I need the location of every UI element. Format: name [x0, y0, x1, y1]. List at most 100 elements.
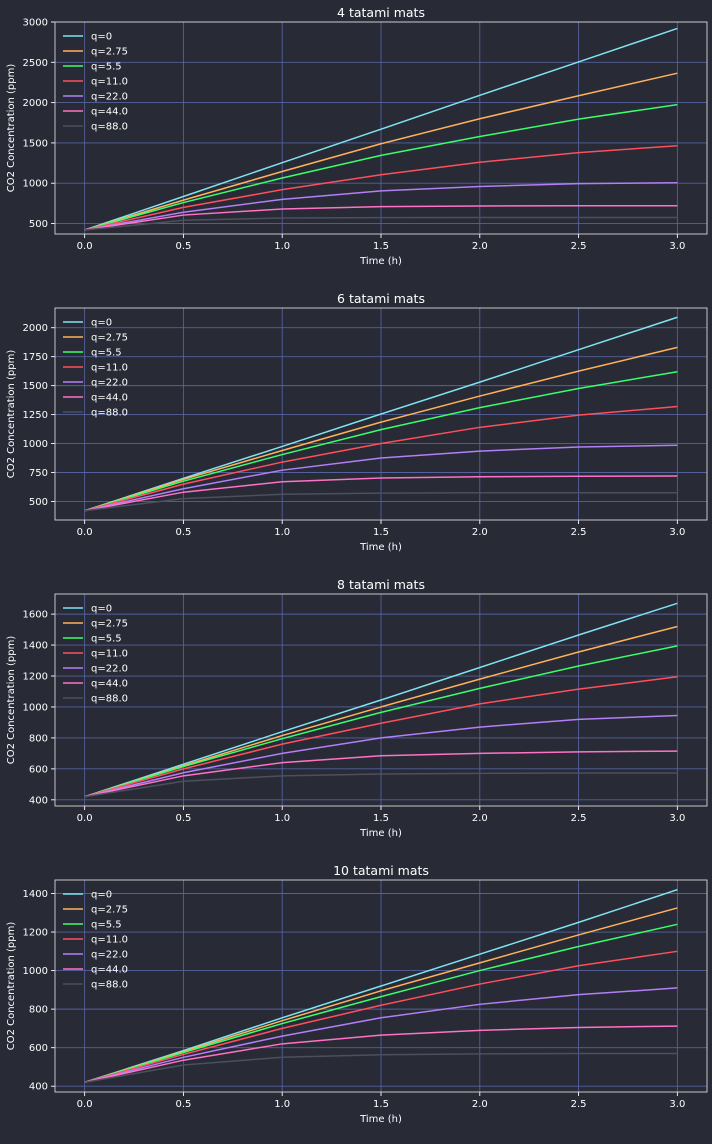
series-line-q-11-0	[84, 405, 678, 512]
y-tick-label: 2000	[23, 323, 48, 334]
series-line-q-11-0	[84, 676, 678, 798]
plot-frame	[54, 879, 708, 1093]
series-line-q-22-0	[84, 714, 678, 798]
x-tick-label: 2.0	[472, 813, 488, 824]
y-tick-label: 3000	[23, 18, 48, 29]
legend-label: q=22.0	[91, 664, 128, 675]
series-line-q-5-5	[84, 923, 678, 1084]
legend-label: q=88.0	[91, 122, 128, 133]
legend-label: q=2.75	[91, 905, 128, 916]
series-line-q-88-0	[84, 772, 678, 798]
legend-label: q=44.0	[91, 679, 128, 690]
chart-panel-2: 8 tatami mats 0.0 0.5 1.0 1.5 2.0 2.5 3.0 400 600…	[6, 577, 708, 839]
x-tick-label: 3.0	[669, 1099, 685, 1110]
chart-title: 4 tatami mats	[337, 5, 425, 20]
legend: q=0 q=2.75 q=5.5 q=11.0 q=22.0 q=44.0 q=88.0	[63, 604, 128, 705]
y-tick-label: 1200	[23, 672, 48, 683]
y-tick-label: 400	[29, 795, 48, 806]
legend-label: q=11.0	[91, 649, 128, 660]
legend-label: q=11.0	[91, 77, 128, 88]
series-line-q-11-0	[84, 144, 678, 231]
legend-label: q=0	[91, 32, 112, 43]
chart-panel-0: 4 tatami mats 0.0 0.5 1.0 1.5 2.0 2.5 3.0 500 100…	[6, 5, 708, 267]
x-tick-label: 2.0	[472, 241, 488, 252]
y-tick-label: 1500	[23, 381, 48, 392]
y-tick-label: 800	[29, 733, 48, 744]
legend-label: q=11.0	[91, 363, 128, 374]
y-tick-label: 1000	[23, 179, 48, 190]
series-line-q-0	[84, 27, 678, 231]
y-tick-label: 500	[29, 497, 48, 508]
y-tick-label: 1600	[23, 610, 48, 621]
y-tick-label: 1000	[23, 439, 48, 450]
y-tick-label: 1400	[23, 641, 48, 652]
x-tick-label: 0.5	[175, 813, 191, 824]
plot-frame	[54, 21, 708, 235]
legend-label: q=0	[91, 318, 112, 329]
series-line-q-0	[84, 602, 678, 798]
x-tick-label: 1.5	[373, 813, 389, 824]
legend-label: q=88.0	[91, 408, 128, 419]
x-tick-label: 0.5	[175, 241, 191, 252]
legend-label: q=44.0	[91, 393, 128, 404]
x-axis-label: Time (h)	[359, 256, 402, 267]
series-line-q-44-0	[84, 1025, 678, 1084]
series-line-q-44-0	[84, 205, 678, 231]
y-axis-label: CO2 Concentration (ppm)	[6, 922, 17, 1051]
legend-label: q=88.0	[91, 980, 128, 991]
chart-panel-3: 10 tatami mats 0.0 0.5 1.0 1.5 2.0 2.5 3.0 400 60…	[6, 863, 708, 1125]
y-tick-label: 600	[29, 764, 48, 775]
y-tick-label: 1500	[23, 138, 48, 149]
y-tick-label: 2000	[23, 98, 48, 109]
y-axis-label: CO2 Concentration (ppm)	[6, 64, 17, 193]
x-tick-label: 1.0	[274, 1099, 290, 1110]
series-line-q-5-5	[84, 645, 678, 798]
x-tick-label: 1.5	[373, 1099, 389, 1110]
y-tick-label: 600	[29, 1043, 48, 1054]
legend: q=0 q=2.75 q=5.5 q=11.0 q=22.0 q=44.0 q=88.0	[63, 318, 128, 419]
x-tick-label: 0.0	[77, 241, 93, 252]
x-tick-label: 0.0	[77, 1099, 93, 1110]
series-line-q-2-75	[84, 72, 678, 231]
chart-title: 6 tatami mats	[337, 291, 425, 306]
x-tick-label: 0.5	[175, 527, 191, 538]
legend-label: q=22.0	[91, 950, 128, 961]
y-tick-label: 1250	[23, 410, 48, 421]
chart-panel-1: 6 tatami mats 0.0 0.5 1.0 1.5 2.0 2.5 3.0 500 750…	[6, 291, 708, 553]
series-line-q-22-0	[84, 987, 678, 1084]
legend-label: q=22.0	[91, 378, 128, 389]
legend-label: q=44.0	[91, 107, 128, 118]
series-line-q-0	[84, 316, 678, 512]
legend: q=0 q=2.75 q=5.5 q=11.0 q=22.0 q=44.0 q=88.0	[63, 32, 128, 133]
legend-label: q=11.0	[91, 935, 128, 946]
series-line-q-5-5	[84, 370, 678, 512]
x-tick-label: 0.0	[77, 527, 93, 538]
y-tick-label: 1000	[23, 702, 48, 713]
series-line-q-2-75	[84, 907, 678, 1084]
x-tick-label: 1.0	[274, 241, 290, 252]
legend: q=0 q=2.75 q=5.5 q=11.0 q=22.0 q=44.0 q=88.0	[63, 890, 128, 991]
y-tick-label: 400	[29, 1082, 48, 1093]
x-tick-label: 2.0	[472, 527, 488, 538]
chart-title: 8 tatami mats	[337, 577, 425, 592]
x-tick-label: 2.5	[571, 813, 587, 824]
series-line-q-11-0	[84, 950, 678, 1084]
series-line-q-5-5	[84, 103, 678, 231]
legend-label: q=44.0	[91, 965, 128, 976]
x-tick-label: 1.5	[373, 527, 389, 538]
legend-label: q=5.5	[91, 634, 122, 645]
y-tick-label: 2500	[23, 58, 48, 69]
x-tick-label: 3.0	[669, 241, 685, 252]
y-tick-label: 500	[29, 219, 48, 230]
series-line-q-0	[84, 888, 678, 1084]
x-tick-label: 2.5	[571, 241, 587, 252]
x-tick-label: 2.5	[571, 527, 587, 538]
plot-frame	[54, 307, 708, 521]
legend-label: q=5.5	[91, 920, 122, 931]
series-line-q-22-0	[84, 182, 678, 231]
y-tick-label: 1000	[23, 966, 48, 977]
x-tick-label: 3.0	[669, 527, 685, 538]
x-tick-label: 0.0	[77, 813, 93, 824]
x-axis-label: Time (h)	[359, 1114, 402, 1125]
